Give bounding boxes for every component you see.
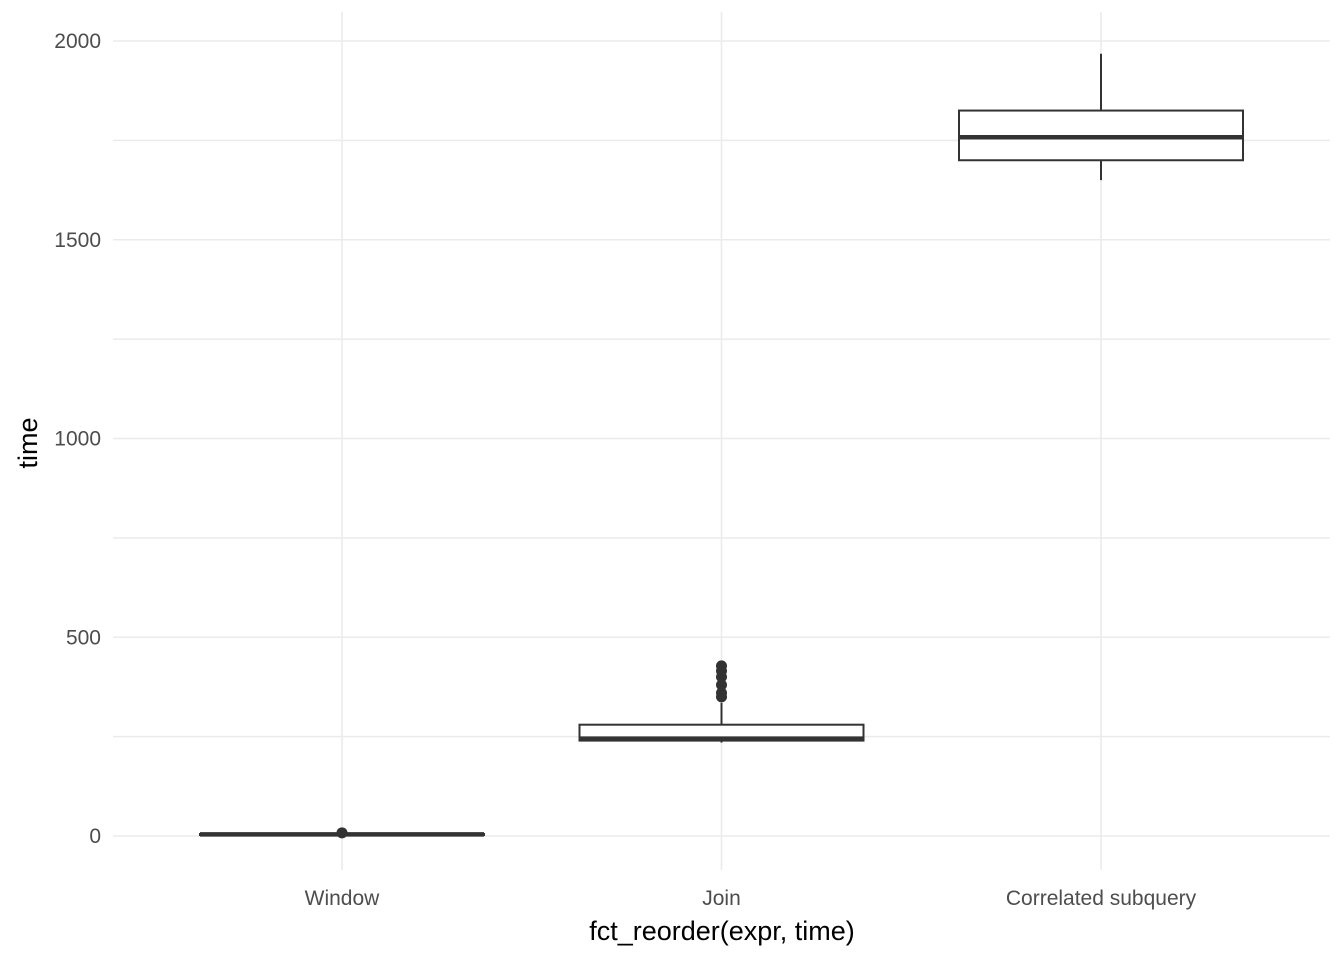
y-tick-labels: 0 500 1000 1500 2000: [54, 30, 101, 848]
x-tick-label: Correlated subquery: [1006, 887, 1197, 910]
y-tick-label: 0: [89, 825, 101, 848]
x-tick-labels: Window Join Correlated subquery: [305, 887, 1197, 910]
y-axis-title: time: [13, 417, 43, 468]
outlier-point: [716, 679, 727, 691]
outlier-point: [716, 687, 727, 699]
y-tick-label: 500: [66, 626, 101, 649]
y-tick-label: 2000: [54, 30, 101, 53]
y-tick-label: 1500: [54, 229, 101, 252]
x-axis-title: fct_reorder(expr, time): [589, 916, 855, 946]
outlier-point: [336, 827, 348, 839]
x-tick-label: Window: [305, 887, 381, 910]
outlier-point: [716, 660, 727, 672]
y-tick-label: 1000: [54, 428, 101, 451]
x-tick-label: Join: [702, 887, 741, 910]
box-layer: [199, 53, 1244, 839]
